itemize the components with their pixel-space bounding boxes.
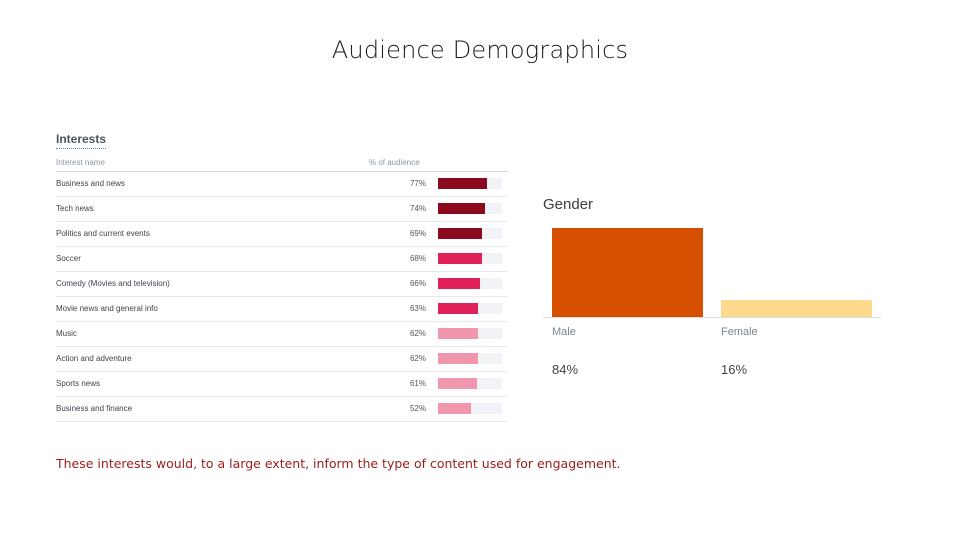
interest-name: Tech news [56, 204, 94, 213]
table-row: Movie news and general info 63% [56, 297, 508, 322]
interest-name: Business and news [56, 179, 125, 188]
interest-name: Business and finance [56, 404, 133, 413]
gender-chart-svg: Gender Male 84% Female 16% [543, 196, 881, 377]
column-percent-audience: % of audience [369, 158, 420, 167]
table-row: Action and adventure 62% [56, 347, 508, 372]
interests-table: Interests Interest name % of audience Bu… [56, 130, 508, 422]
interest-bar-track [438, 378, 502, 389]
interest-percent: 62% [409, 329, 426, 338]
interest-percent: 74% [409, 204, 426, 213]
interests-column-header: Interest name % of audience [56, 155, 508, 172]
interest-percent: 63% [409, 304, 426, 313]
interest-bar [438, 403, 472, 414]
gender-chart: Gender Male 84% Female 16% [543, 194, 883, 384]
table-row: Sports news 61% [56, 372, 508, 397]
gender-bar-male [552, 228, 703, 317]
column-interest-name: Interest name [56, 158, 105, 167]
table-row: Business and finance 52% [56, 397, 508, 422]
interest-bar-track [438, 353, 502, 364]
table-row: Business and news 77% [56, 172, 508, 197]
interest-percent: 68% [409, 254, 426, 263]
gender-title: Gender [543, 196, 593, 213]
interests-heading[interactable]: Interests [56, 132, 107, 149]
interest-bar-track [438, 178, 502, 189]
interest-bar [438, 253, 482, 264]
interest-bar [438, 228, 483, 239]
interest-name: Music [56, 329, 77, 338]
interest-bar-track [438, 203, 502, 214]
interest-percent: 52% [409, 404, 426, 413]
interest-bar-track [438, 278, 502, 289]
gender-category-label: Female [721, 326, 758, 338]
interest-percent: 62% [409, 354, 426, 363]
interest-percent: 69% [409, 229, 426, 238]
gender-value-label: 16% [721, 362, 747, 377]
gender-category-label: Male [552, 326, 576, 338]
interest-bar [438, 378, 478, 389]
slide-title: Audience Demographics [331, 36, 629, 64]
interest-percent: 77% [409, 179, 426, 188]
slide-caption: These interests would, to a large extent… [56, 456, 621, 471]
interest-bar [438, 178, 488, 189]
interest-bar [438, 203, 486, 214]
interest-bar [438, 353, 478, 364]
interest-percent: 66% [409, 279, 426, 288]
table-row: Politics and current events 69% [56, 222, 508, 247]
interest-bar [438, 303, 479, 314]
interest-name: Movie news and general info [56, 304, 158, 313]
table-row: Soccer 68% [56, 247, 508, 272]
interest-name: Soccer [56, 254, 81, 263]
interest-bar-track [438, 228, 502, 239]
interest-name: Comedy (Movies and television) [56, 279, 170, 288]
interest-percent: 61% [409, 379, 426, 388]
interest-rows: Business and news 77% Tech news 74% Politics… [56, 172, 508, 422]
interest-bar-track [438, 328, 502, 339]
interest-name: Politics and current events [56, 229, 150, 238]
interest-bar-track [438, 253, 502, 264]
table-row: Tech news 74% [56, 197, 508, 222]
interest-bar-track [438, 303, 502, 314]
interest-bar [438, 328, 478, 339]
interest-name: Action and adventure [56, 354, 132, 363]
interest-bar-track [438, 403, 502, 414]
gender-bar-female [721, 300, 872, 317]
interest-bar [438, 278, 481, 289]
table-row: Music 62% [56, 322, 508, 347]
table-row: Comedy (Movies and television) 66% [56, 272, 508, 297]
interest-name: Sports news [56, 379, 101, 388]
gender-value-label: 84% [552, 362, 578, 377]
